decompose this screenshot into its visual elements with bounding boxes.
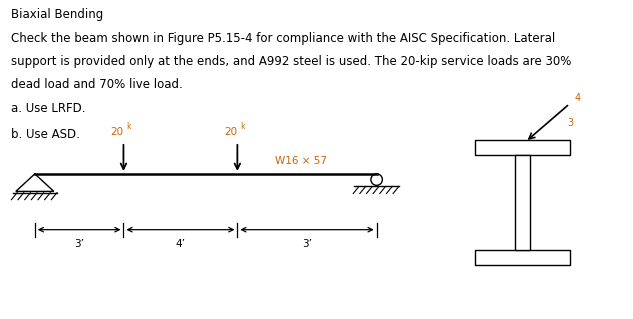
- Text: 4’: 4’: [175, 239, 185, 249]
- Bar: [515, 155, 530, 250]
- Text: 20: 20: [110, 127, 123, 137]
- Text: dead load and 70% live load.: dead load and 70% live load.: [11, 78, 183, 91]
- Text: support is provided only at the ends, and A992 steel is used. The 20-kip service: support is provided only at the ends, an…: [11, 55, 572, 68]
- Bar: [475, 250, 570, 265]
- Text: k: k: [127, 122, 131, 131]
- Text: 3’: 3’: [302, 239, 312, 249]
- Text: Biaxial Bending: Biaxial Bending: [11, 8, 104, 21]
- Text: 20: 20: [224, 127, 237, 137]
- Text: k: k: [241, 122, 245, 131]
- Text: b. Use ASD.: b. Use ASD.: [11, 128, 80, 141]
- Text: Check the beam shown in Figure P5.15-4 for compliance with the AISC Specificatio: Check the beam shown in Figure P5.15-4 f…: [11, 32, 556, 45]
- Text: a. Use LRFD.: a. Use LRFD.: [11, 102, 86, 115]
- Bar: [475, 140, 570, 155]
- Text: W16 × 57: W16 × 57: [275, 156, 327, 166]
- Text: 4: 4: [575, 93, 581, 103]
- Text: 3’: 3’: [74, 239, 84, 249]
- Text: 3: 3: [568, 118, 574, 128]
